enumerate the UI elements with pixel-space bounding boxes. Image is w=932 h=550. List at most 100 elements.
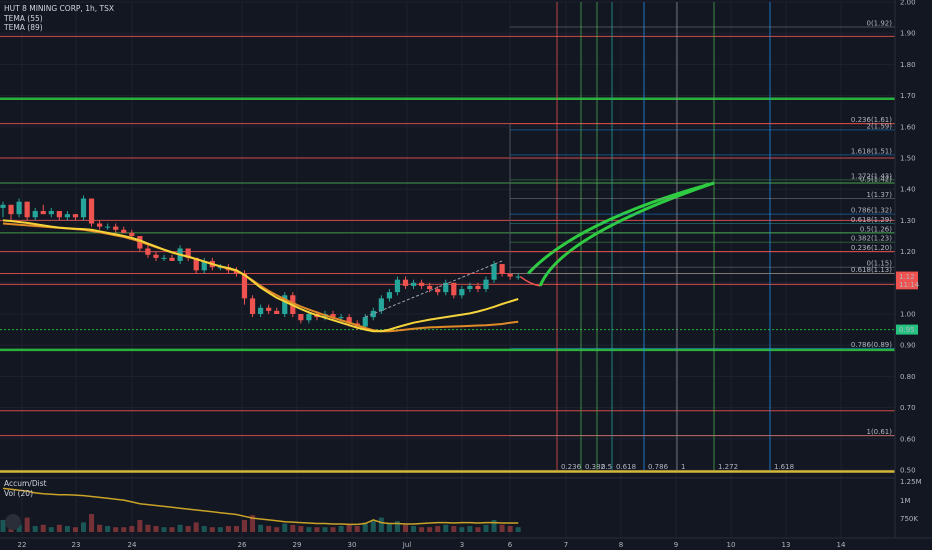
- volume-bar: [201, 526, 207, 532]
- candle-body: [499, 264, 505, 274]
- volume-bar: [507, 526, 513, 532]
- fib-level-label: 0.236(1.61): [851, 116, 892, 124]
- volume-bar: [169, 527, 175, 532]
- fib-time-label: 1.272: [718, 463, 738, 471]
- volume-bar: [48, 527, 54, 532]
- volume-bar: [161, 527, 167, 532]
- price-tick-label: 2.00: [900, 0, 916, 7]
- fib-level-label: 0(1.15): [866, 260, 892, 268]
- candle-body: [467, 285, 473, 290]
- accum-dist-line: [2, 487, 519, 526]
- volume-bar: [225, 526, 231, 532]
- candle-body: [64, 214, 70, 218]
- horizontal-levels: [0, 35, 895, 473]
- overlays: [2, 181, 715, 333]
- candle-body: [451, 282, 457, 296]
- volume-bar: [193, 522, 199, 532]
- price-tick-label: 0.80: [900, 373, 916, 381]
- volume-bar: [274, 527, 280, 532]
- candle-body: [402, 279, 409, 286]
- fib-level-label: 0.618(1.13): [851, 266, 892, 274]
- volume-bar: [282, 523, 288, 532]
- candle-body: [80, 198, 87, 218]
- volume-bar: [346, 524, 352, 532]
- volume-bar: [515, 527, 521, 532]
- candle-body: [32, 211, 38, 218]
- volume-bar: [24, 517, 30, 532]
- time-tick-label: 13: [782, 541, 791, 549]
- volume-bar: [217, 527, 223, 532]
- candle-body: [410, 282, 417, 286]
- candle-body: [153, 254, 159, 258]
- price-tick-label: 1.50: [900, 155, 916, 163]
- indicator-tema-55: TEMA (55): [3, 14, 43, 23]
- volume-bar: [250, 515, 256, 532]
- price-tick-label: 1.90: [900, 30, 916, 38]
- candle-body: [48, 211, 54, 215]
- candle-body: [282, 295, 288, 314]
- volume-bar: [258, 524, 264, 532]
- volume-bar: [491, 520, 497, 532]
- volume-bar: [354, 526, 360, 532]
- price-tick-label: 0.60: [900, 435, 916, 443]
- price-badge: [896, 324, 918, 335]
- volume-bar: [386, 523, 392, 532]
- grid: [0, 1, 895, 538]
- price-tick-label: 1.40: [900, 186, 916, 194]
- indicator-vol-20: Vol (20): [4, 489, 33, 498]
- candle-body: [386, 292, 392, 299]
- time-tick-label: 3: [460, 541, 464, 549]
- candle-body: [161, 257, 167, 259]
- candle-body: [330, 314, 336, 318]
- volume-bar: [314, 527, 320, 532]
- price-tick-label: 0.90: [900, 342, 916, 350]
- time-tick-label: 30: [348, 541, 357, 549]
- volume-bar: [370, 520, 376, 532]
- candle-body: [193, 257, 199, 271]
- fib-level-label: 0.236(1.20): [851, 244, 892, 252]
- fib-level-label: 2(1.59): [866, 122, 892, 130]
- indicator-tema-89: TEMA (89): [3, 23, 43, 32]
- fib-level-label: 0.5(1.26): [860, 225, 892, 233]
- candle-body: [8, 204, 14, 215]
- price-tick-label: 1.30: [900, 217, 916, 225]
- candle-body: [88, 198, 95, 224]
- fib-level-label: 0(1.92): [866, 19, 892, 27]
- fib-labels: 0(1.92) 0.236(1.61)2(1.59) 1.618(1.51) 1.27…: [509, 19, 895, 437]
- volume-tick-label: 1M: [900, 497, 911, 505]
- tema-89-line: [2, 222, 519, 333]
- candle-body: [435, 289, 441, 293]
- candle-body: [121, 229, 127, 233]
- volume-bar: [483, 524, 489, 532]
- fib-level-label: 1.618(1.51): [851, 147, 892, 155]
- candle-body: [274, 310, 280, 314]
- volume-bar: [153, 526, 159, 532]
- candle-body: [515, 276, 521, 278]
- candle-body: [362, 317, 368, 327]
- price-tick-label: 1.70: [900, 92, 916, 100]
- projection-curve-upper: [538, 181, 715, 287]
- volume-tick-label: 750K: [900, 515, 918, 523]
- candle-body: [185, 248, 191, 258]
- volume-bar: [467, 526, 473, 532]
- indicator-accum-dist: Accum/Dist: [4, 479, 47, 488]
- volume-bar: [32, 526, 38, 532]
- candle-body: [443, 282, 449, 293]
- volume-bar: [411, 526, 417, 532]
- symbol-title: HUT 8 MINING CORP, 1h, TSX: [4, 4, 114, 13]
- price-badge: [896, 279, 918, 290]
- candle-body: [249, 298, 256, 314]
- price-tick-label: 1.80: [900, 61, 916, 69]
- fib-level-label: 0.618(1.29): [851, 216, 892, 224]
- volume-bar: [306, 527, 312, 532]
- fib-level-label: 0.382(1.23): [851, 235, 892, 243]
- price-tick-label: 1.60: [900, 123, 916, 131]
- candle-body: [16, 201, 22, 215]
- candle-body: [217, 267, 223, 269]
- fib-time-label: 0.236: [561, 463, 582, 471]
- candle-body: [483, 279, 489, 290]
- volume-bar: [81, 522, 86, 532]
- candle-body: [0, 204, 6, 208]
- fib-time-label: 0.786: [648, 463, 669, 471]
